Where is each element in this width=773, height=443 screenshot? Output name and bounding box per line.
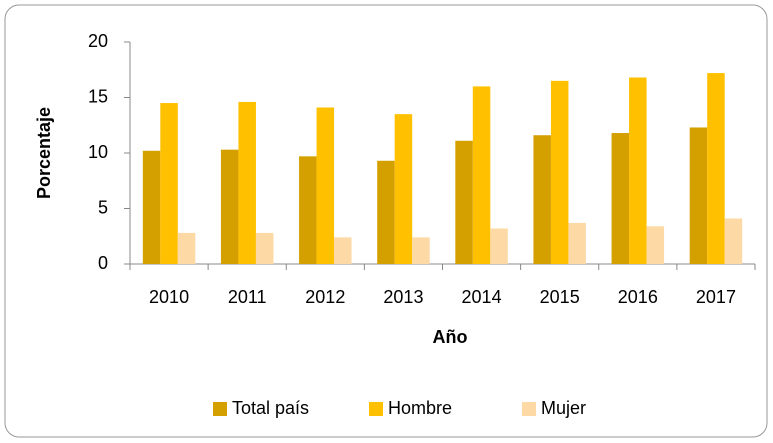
y-tick-label: 10 [88,142,108,162]
bar [377,160,395,264]
bar [255,232,274,264]
y-tick-label: 5 [98,197,108,217]
x-tick-label: 2015 [540,287,580,307]
bar [334,237,352,264]
x-tick-label: 2017 [696,287,736,307]
y-tick-label: 0 [98,253,108,273]
bar [160,103,178,264]
bar [629,77,647,265]
bar [177,232,196,264]
x-axis-label: Año [433,327,468,347]
bar [316,107,335,265]
y-tick-label: 20 [88,31,108,51]
bar [299,156,317,264]
bar [568,222,586,264]
bar [220,149,239,264]
bar [490,228,508,264]
legend-swatch [522,402,536,416]
bar [394,114,413,265]
bar [611,133,630,264]
x-tick-label: 2012 [305,287,345,307]
x-tick-label: 2016 [618,287,658,307]
bar [472,86,491,265]
bar [646,226,665,264]
x-tick-label: 2011 [228,287,267,307]
bar [689,127,708,264]
x-tick-label: 2014 [462,287,502,307]
bar [724,218,743,264]
bar [533,135,551,264]
legend-swatch [369,402,383,416]
y-tick-label: 15 [88,86,108,106]
legend-label: Mujer [541,398,586,418]
legend-swatch [213,402,227,416]
bar [412,237,430,264]
bar [550,80,569,264]
legend-label: Total país [232,398,309,418]
x-tick-label: 2010 [149,287,189,307]
legend-label: Hombre [388,398,452,418]
x-tick-label: 2013 [383,287,423,307]
bar [142,150,161,264]
bar [238,101,256,264]
y-axis-label: Porcentaje [34,107,54,199]
bar [455,140,473,264]
bar [707,73,725,264]
